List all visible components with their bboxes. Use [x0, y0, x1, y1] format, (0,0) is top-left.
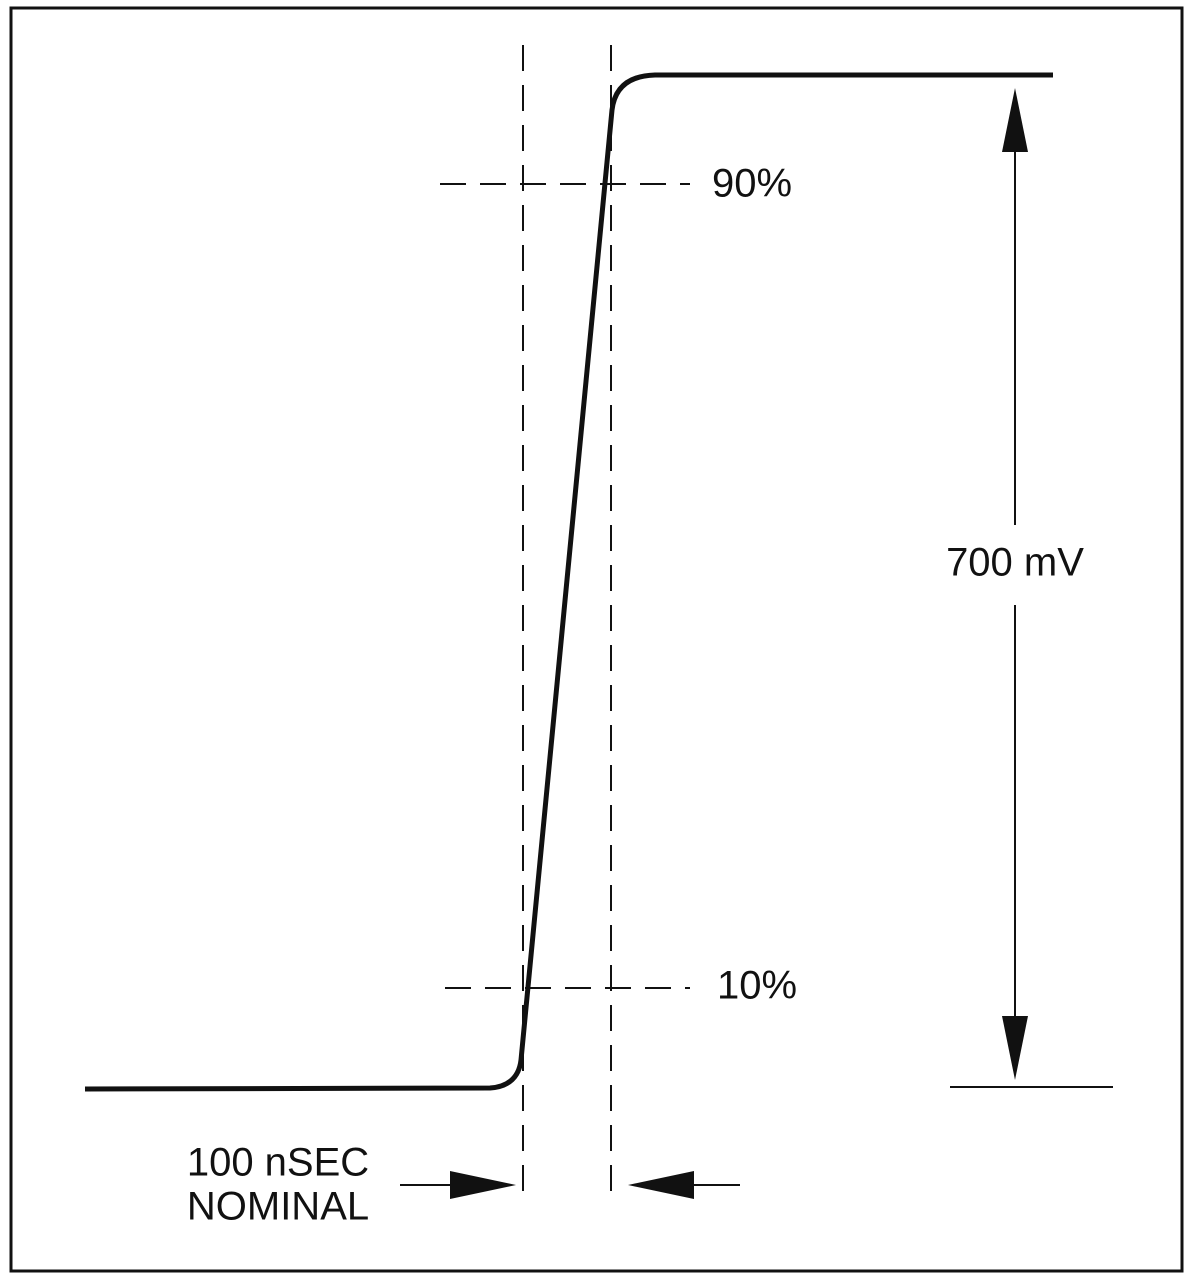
- frame: [9, 6, 1184, 1273]
- waveform: [84, 72, 1053, 1092]
- rise-time-label: NOMINAL: [187, 1185, 369, 1229]
- rise-time-label: 100 nSEC: [187, 1141, 369, 1185]
- amplitude-label: 700 mV: [946, 541, 1084, 585]
- arrowhead-up: [1002, 88, 1028, 152]
- arrowhead-left: [628, 1171, 694, 1199]
- arrowhead-down: [1002, 1016, 1028, 1080]
- arrowhead-right: [450, 1171, 516, 1199]
- lower-level-label: 10%: [717, 964, 797, 1008]
- upper-level-label: 90%: [712, 162, 792, 206]
